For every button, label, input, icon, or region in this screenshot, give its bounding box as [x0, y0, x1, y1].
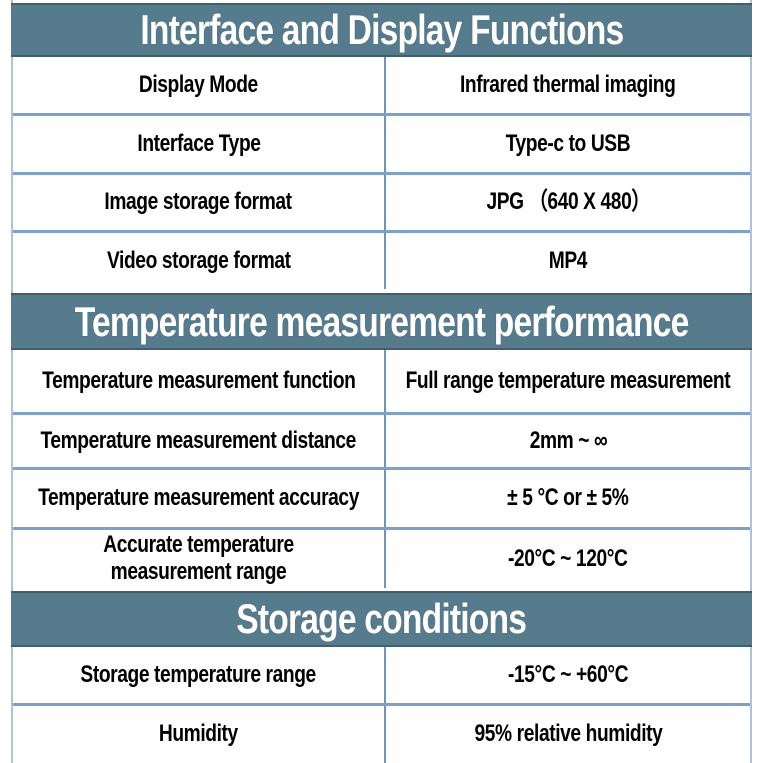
spec-value-cell: -20°C ~ 120°C	[386, 530, 750, 588]
spec-row-accurate-measurement-range: Accurate temperature measurement range -…	[13, 527, 750, 588]
spec-row-interface-type: Interface Type Type-c to USB	[13, 113, 750, 172]
section-temperature-performance: Temperature measurement performance Temp…	[11, 293, 752, 588]
spec-value: Type-c to USB	[505, 129, 631, 157]
spec-label: Humidity	[159, 720, 238, 748]
spec-value: 2mm ~ ∞	[529, 426, 607, 454]
spec-value: 95% relative humidity	[474, 720, 662, 748]
spec-label-cell: Interface Type	[13, 116, 386, 172]
spec-value-cell: JPG （640 X 480）	[386, 175, 750, 230]
spec-label-cell: Humidity	[13, 706, 386, 763]
spec-label: Storage temperature range	[80, 660, 317, 688]
spec-label: Display Mode	[139, 70, 258, 98]
spec-label-cell: Video storage format	[13, 233, 386, 289]
section-interface-display: Interface and Display Functions Display …	[11, 3, 752, 289]
spec-value: MP4	[548, 246, 588, 274]
spec-label-cell: Temperature measurement function	[13, 350, 386, 412]
spec-value: -15°C ~ +60°C	[507, 660, 629, 688]
spec-label: Temperature measurement distance	[40, 426, 357, 454]
spec-label-cell: Image storage format	[13, 175, 386, 230]
spec-label: Temperature measurement function	[41, 366, 356, 394]
spec-row-humidity: Humidity 95% relative humidity	[13, 703, 750, 763]
spec-value: JPG （640 X 480）	[486, 188, 650, 216]
section-title: Interface and Display Functions	[139, 6, 624, 53]
spec-label-cell: Temperature measurement distance	[13, 415, 386, 467]
spec-table: Interface and Display Functions Display …	[11, 0, 752, 763]
spec-row-video-storage-format: Video storage format MP4	[13, 230, 750, 289]
spec-row-measurement-function: Temperature measurement function Full ra…	[13, 350, 750, 412]
spec-row-storage-temperature-range: Storage temperature range -15°C ~ +60°C	[13, 647, 750, 703]
spec-label-cell: Storage temperature range	[13, 647, 386, 703]
spec-label: Image storage format	[104, 188, 293, 216]
section-storage-conditions: Storage conditions Storage temperature r…	[11, 591, 752, 763]
spec-value-cell: -15°C ~ +60°C	[386, 647, 750, 703]
spec-row-image-storage-format: Image storage format JPG （640 X 480）	[13, 172, 750, 230]
spec-value-cell: Full range temperature measurement	[386, 350, 750, 412]
spec-value-cell: 95% relative humidity	[386, 706, 750, 763]
spec-value-cell: Infrared thermal imaging	[386, 57, 750, 113]
spec-label: Video storage format	[106, 246, 291, 274]
spec-value: Infrared thermal imaging	[460, 70, 676, 98]
section-title: Temperature measurement performance	[74, 297, 690, 345]
section-header-interface-display: Interface and Display Functions	[11, 3, 752, 57]
spec-row-measurement-accuracy: Temperature measurement accuracy ± 5 °C …	[13, 467, 750, 527]
spec-row-display-mode: Display Mode Infrared thermal imaging	[13, 57, 750, 113]
spec-value: Full range temperature measurement	[405, 366, 731, 394]
spec-value-cell: MP4	[386, 233, 750, 289]
spec-label: Accurate temperature measurement range	[103, 531, 294, 585]
spec-label: Interface Type	[136, 129, 261, 157]
spec-label: Temperature measurement accuracy	[38, 484, 359, 512]
spec-value: ± 5 °C or ± 5%	[507, 484, 629, 512]
spec-value: -20°C ~ 120°C	[508, 544, 628, 572]
spec-label-cell: Display Mode	[13, 57, 386, 113]
section-header-temperature-performance: Temperature measurement performance	[11, 293, 752, 350]
section-header-storage-conditions: Storage conditions	[11, 591, 752, 647]
spec-row-measurement-distance: Temperature measurement distance 2mm ~ ∞	[13, 412, 750, 467]
spec-value-cell: Type-c to USB	[386, 116, 750, 172]
spec-label-cell: Temperature measurement accuracy	[13, 470, 386, 527]
spec-label-cell: Accurate temperature measurement range	[13, 530, 386, 588]
section-title: Storage conditions	[236, 595, 528, 642]
spec-value-cell: 2mm ~ ∞	[386, 415, 750, 467]
spec-value-cell: ± 5 °C or ± 5%	[386, 470, 750, 527]
